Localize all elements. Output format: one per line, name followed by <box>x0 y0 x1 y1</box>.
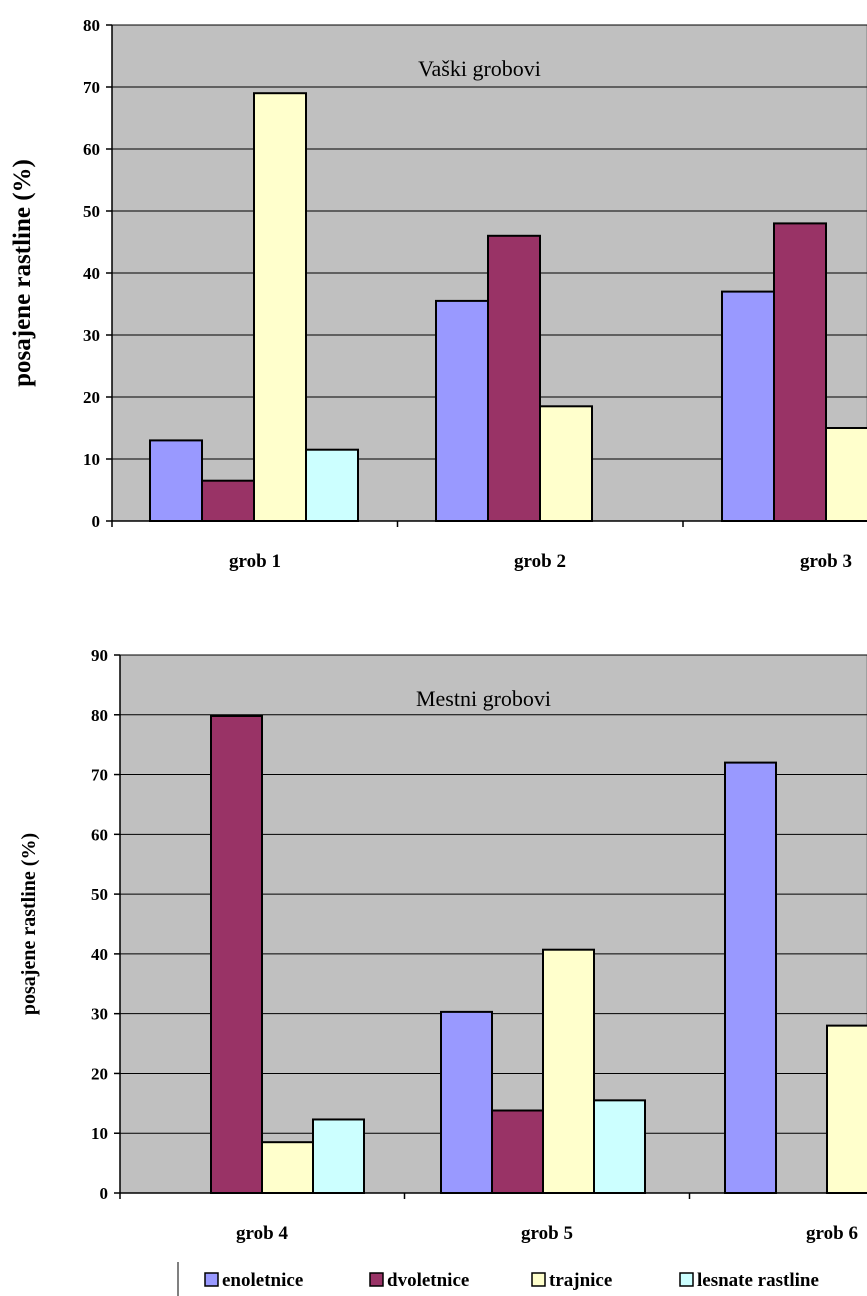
y-tick-label: 30 <box>91 1005 108 1024</box>
y-tick-label: 80 <box>91 706 108 725</box>
y-tick-label: 90 <box>91 646 108 665</box>
y-tick-label: 40 <box>91 945 108 964</box>
y-tick-label: 10 <box>91 1124 108 1143</box>
bar-trajnice-grob-6 <box>826 1024 867 1194</box>
bar-lesnate-rastline-grob-5 <box>593 1099 646 1195</box>
y-tick-label: 50 <box>83 202 100 221</box>
bar-trajnice-grob-5 <box>542 948 595 1195</box>
x-category-label: grob 1 <box>229 551 281 572</box>
legend-swatch-enoletnice <box>204 1272 219 1287</box>
legend: enoletnice dvoletnice trajnice lesnate rast… <box>177 1262 819 1296</box>
y-tick-label: 40 <box>83 264 100 283</box>
x-category-label: grob 5 <box>521 1223 573 1244</box>
bar-dvoletnice-grob-3 <box>773 222 827 522</box>
y-tick-label: 0 <box>100 1184 109 1203</box>
bar-trajnice-grob-2 <box>539 405 593 522</box>
bar-lesnate-rastline-grob-4 <box>312 1118 365 1195</box>
legend-swatch-dvoletnice <box>369 1272 384 1287</box>
bar-enoletnice-grob-2 <box>435 299 489 522</box>
bar-enoletnice-grob-3 <box>721 290 775 522</box>
chart-title: Vaški grobovi <box>418 56 541 81</box>
bar-dvoletnice-grob-2 <box>487 234 541 523</box>
y-axis-label: posajene rastline (%) <box>9 159 36 387</box>
bar-dvoletnice-grob-1 <box>201 479 255 523</box>
bar-trajnice-grob-3 <box>825 427 867 522</box>
legend-label-trajnice: trajnice <box>549 1270 612 1291</box>
chart-2: 0 10 20 30 40 50 60 70 80 90 grob 4 grob 5 grob 6 Mes… <box>18 646 867 1244</box>
bar-dvoletnice-grob-5 <box>491 1109 544 1195</box>
y-tick-label: 60 <box>91 825 108 844</box>
x-category-label: grob 6 <box>806 1223 858 1244</box>
chart-title: Mestni grobovi <box>416 686 551 711</box>
y-tick-label: 70 <box>83 78 100 97</box>
y-tick-label: 70 <box>91 766 108 785</box>
y-tick-label: 20 <box>91 1064 108 1083</box>
y-tick-label: 60 <box>83 140 100 159</box>
bar-dvoletnice-grob-4 <box>210 714 263 1194</box>
legend-swatch-lesnate-rastline <box>679 1272 694 1287</box>
bar-trajnice-grob-1 <box>253 92 307 522</box>
x-category-label: grob 4 <box>236 1223 288 1244</box>
x-category-label: grob 2 <box>514 551 566 572</box>
bar-lesnate-rastline-grob-1 <box>305 448 359 523</box>
chart-1: 0 10 20 30 40 50 60 70 80 grob 1 grob 2 grob 3 Vaški… <box>9 16 867 572</box>
y-tick-label: 10 <box>83 450 100 469</box>
bar-enoletnice-grob-6 <box>724 761 777 1194</box>
y-axis-label: posajene rastline (%) <box>18 833 40 1015</box>
x-category-label: grob 3 <box>800 551 852 572</box>
legend-label-enoletnice: enoletnice <box>222 1270 303 1291</box>
legend-label-lesnate-rastline: lesnate rastline <box>697 1270 819 1291</box>
bar-trajnice-grob-4 <box>261 1141 314 1194</box>
y-tick-label: 0 <box>92 512 101 531</box>
y-tick-label: 50 <box>91 885 108 904</box>
bar-enoletnice-grob-5 <box>440 1010 493 1195</box>
y-tick-label: 30 <box>83 326 100 345</box>
legend-label-dvoletnice: dvoletnice <box>387 1270 469 1291</box>
bar-enoletnice-grob-1 <box>149 439 203 522</box>
y-tick-label: 20 <box>83 388 100 407</box>
y-tick-label: 80 <box>83 16 100 35</box>
legend-swatch-trajnice <box>531 1272 546 1287</box>
